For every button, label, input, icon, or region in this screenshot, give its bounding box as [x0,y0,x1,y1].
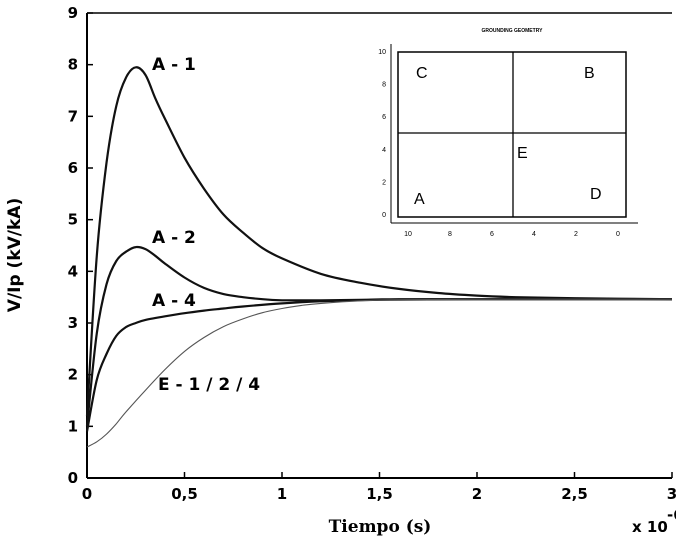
inset-point-e: E [517,145,528,162]
y-tick-label: 8 [68,56,78,74]
series-line-a2 [85,245,672,427]
series-label-e124: E - 1 / 2 / 4 [158,375,260,395]
series-line-a4 [85,298,672,432]
series-label-a1: A - 1 [152,55,196,75]
series-line-e124 [86,298,672,448]
y-tick-label: 9 [68,4,78,22]
x-tick-label: 1,5 [366,485,393,503]
y-tick-label: 0 [68,469,78,487]
inset-point-a: A [414,191,425,208]
inset-frame [397,51,627,218]
inset-y-tick-label: 10 [378,49,386,56]
y-tick-label: 3 [68,314,78,332]
x-exponent: -6 [667,506,676,524]
x-tick-label: 2,5 [561,485,588,503]
inset-y-tick-label: 8 [382,82,386,89]
inset-x-tick-label: 6 [490,231,494,238]
inset-title: GROUNDING GEOMETRY [482,28,544,34]
series-label-a2: A - 2 [152,228,196,248]
x-tick-label: 3 [667,485,676,503]
inset-x-tick-label: 4 [532,231,536,238]
inset-point-c: C [416,65,428,82]
x-tick-label: 2 [472,485,482,503]
inset-x-tick-label: 2 [574,231,578,238]
series-label-a4: A - 4 [152,291,196,311]
y-tick-label: 2 [68,366,78,384]
x-multiplier: x 10 [632,518,668,536]
y-tick-label: 5 [68,211,78,229]
y-tick-label: 1 [68,417,78,435]
inset-x-tick-label: 8 [448,231,452,238]
x-tick-label: 1 [277,485,287,503]
inset-point-d: D [590,186,602,203]
inset-y-tick-label: 0 [382,212,386,219]
y-tick-label: 6 [68,159,78,177]
inset-y-tick-label: 2 [382,179,386,186]
x-axis-title: Tiempo (s) [329,517,432,537]
series-line-a1 [85,66,673,417]
inset-x-tick-label: 0 [616,231,620,238]
inset-y-tick-label: 6 [382,114,386,121]
y-tick-label: 7 [68,107,78,125]
x-tick-label: 0 [82,485,92,503]
y-axis-title: V/Ip (kV/kA) [5,198,25,312]
inset-point-b: B [584,65,595,82]
y-tick-label: 4 [68,262,78,280]
x-tick-label: 0,5 [171,485,198,503]
inset-y-tick-label: 4 [382,147,386,154]
inset-x-tick-label: 10 [404,231,412,238]
